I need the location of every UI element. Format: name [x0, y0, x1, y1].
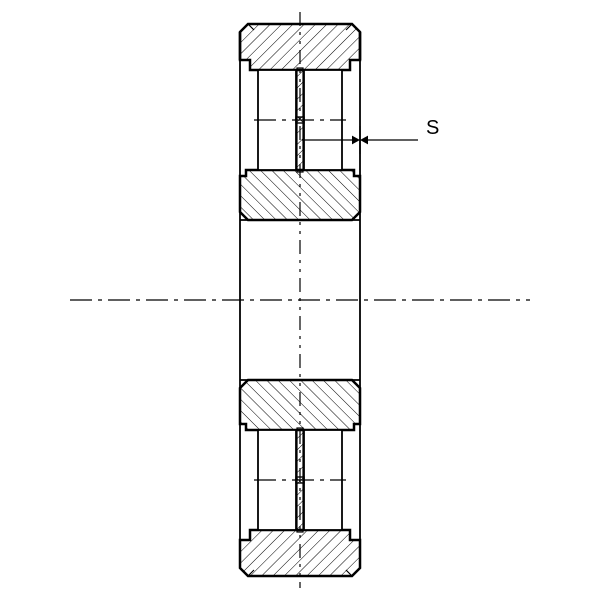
- cage-right-upper: [296, 117, 304, 123]
- outer-ring-upper: [240, 24, 360, 70]
- inner-ring-lower: [240, 380, 360, 430]
- cage-right-lower: [296, 477, 304, 483]
- outer-ring-lower: [240, 530, 360, 576]
- inner-ring-upper: [240, 170, 360, 220]
- dim-s-label: S: [426, 117, 439, 139]
